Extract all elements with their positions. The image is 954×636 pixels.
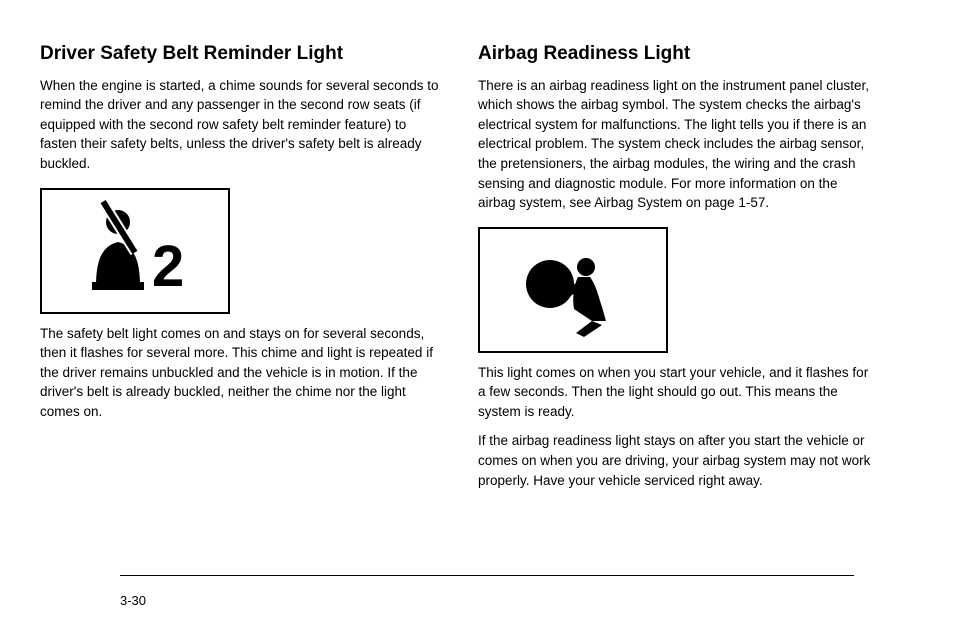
airbag-readiness-icon [480, 229, 666, 351]
seat-count-label: 2 [152, 234, 184, 299]
bottom-rule [120, 575, 854, 576]
left-heading: Driver Safety Belt Reminder Light [40, 42, 440, 66]
left-para-1: When the engine is started, a chime soun… [40, 76, 440, 174]
seat-belt-reminder-icon-box: 2 [40, 188, 230, 314]
right-para-1: There is an airbag readiness light on th… [478, 76, 878, 213]
airbag-readiness-icon-box [478, 227, 668, 353]
right-para-2: If the airbag readiness light stays on a… [478, 431, 878, 490]
manual-page: Driver Safety Belt Reminder Light When t… [0, 0, 954, 636]
page-number: 3-30 [120, 593, 146, 608]
left-icon-caption: The safety belt light comes on and stays… [40, 324, 440, 422]
right-column: Airbag Readiness Light There is an airba… [478, 42, 878, 500]
left-column: Driver Safety Belt Reminder Light When t… [40, 42, 440, 431]
seat-belt-reminder-icon: 2 [42, 190, 228, 312]
right-icon-caption: This light comes on when you start your … [478, 363, 878, 422]
right-heading: Airbag Readiness Light [478, 42, 878, 66]
